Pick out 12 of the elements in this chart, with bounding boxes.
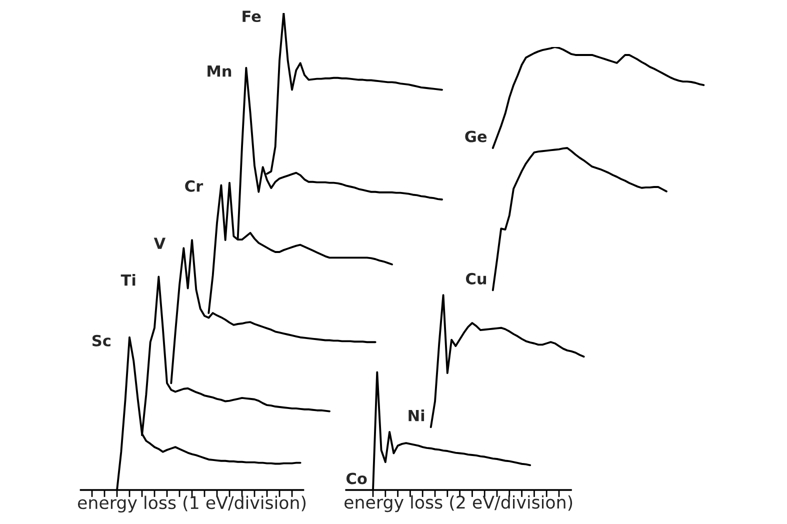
series-label: Ge (465, 130, 487, 142)
series-label: V (154, 238, 166, 249)
series-label: Cu (466, 272, 486, 284)
x-axis-title: energy loss (2 eV/division) (344, 495, 572, 512)
series-label: Fe (242, 10, 261, 22)
series-label: Co (346, 472, 367, 484)
series-label: Sc (92, 334, 110, 346)
x-axis-title: energy loss (1 eV/division) (78, 496, 306, 513)
series-label: Ni (408, 410, 424, 422)
series-label: Cr (185, 180, 204, 192)
series-label: Ti (120, 274, 136, 286)
series-label: Mn (208, 66, 232, 77)
